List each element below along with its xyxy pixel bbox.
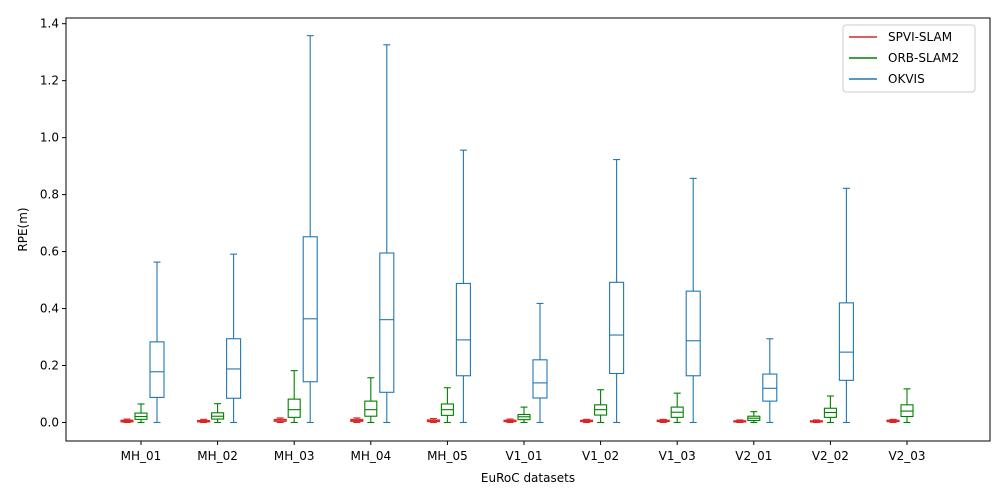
series-group-spvi-slam	[120, 417, 900, 424]
legend-label: ORB-SLAM2	[888, 51, 959, 65]
y-tick-label: 1.0	[40, 131, 59, 145]
box	[838, 302, 854, 381]
legend-label: OKVIS	[888, 72, 925, 86]
box	[287, 398, 301, 418]
series-group-orb-slam2	[134, 370, 914, 424]
y-tick-label: 1.2	[40, 74, 59, 88]
legend-box	[842, 24, 976, 93]
axes-frame	[65, 17, 991, 442]
box	[149, 341, 165, 398]
box	[379, 252, 395, 393]
y-tick-label: 0.2	[40, 359, 59, 373]
plot-area	[120, 35, 914, 424]
y-tick-label: 0.4	[40, 302, 59, 316]
x-tick-label: V2_01	[735, 449, 772, 463]
y-tick-label: 0.8	[40, 188, 59, 202]
legend: SPVI-SLAM ORB-SLAM2 OKVIS	[842, 24, 976, 93]
x-tick-label: MH_05	[427, 449, 468, 463]
box	[762, 373, 778, 402]
x-tick-label: MH_01	[121, 449, 162, 463]
x-tick-label: V2_03	[888, 449, 925, 463]
box	[455, 282, 471, 377]
y-tick-label: 0.0	[40, 415, 59, 429]
legend-label: SPVI-SLAM	[888, 30, 952, 44]
y-axis-label: RPE(m)	[16, 207, 30, 251]
x-tick-label: MH_03	[274, 449, 315, 463]
x-tick-label: MH_02	[197, 449, 238, 463]
x-axis-label: EuRoC datasets	[481, 471, 575, 485]
x-tick-label: V2_02	[812, 449, 849, 463]
box	[364, 400, 378, 417]
series-group-okvis	[149, 35, 854, 424]
x-tick-label: MH_04	[350, 449, 391, 463]
box	[532, 359, 548, 399]
x-tick-label: V1_02	[582, 449, 619, 463]
box	[302, 236, 318, 383]
y-tick-label: 0.6	[40, 245, 59, 259]
box	[685, 290, 701, 377]
axes: 0.0 0.2 0.4 0.6 0.8 1.0 1.2 1.4 MH_01 MH_02 MH_03 M…	[40, 17, 991, 463]
y-tick-label: 1.4	[40, 17, 59, 31]
box	[609, 281, 625, 375]
x-tick-label: V1_01	[505, 449, 542, 463]
x-tick-label: V1_03	[659, 449, 696, 463]
